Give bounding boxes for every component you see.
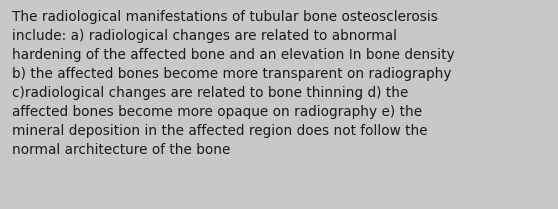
Text: The radiological manifestations of tubular bone osteosclerosis
include: a) radio: The radiological manifestations of tubul… (12, 10, 455, 157)
